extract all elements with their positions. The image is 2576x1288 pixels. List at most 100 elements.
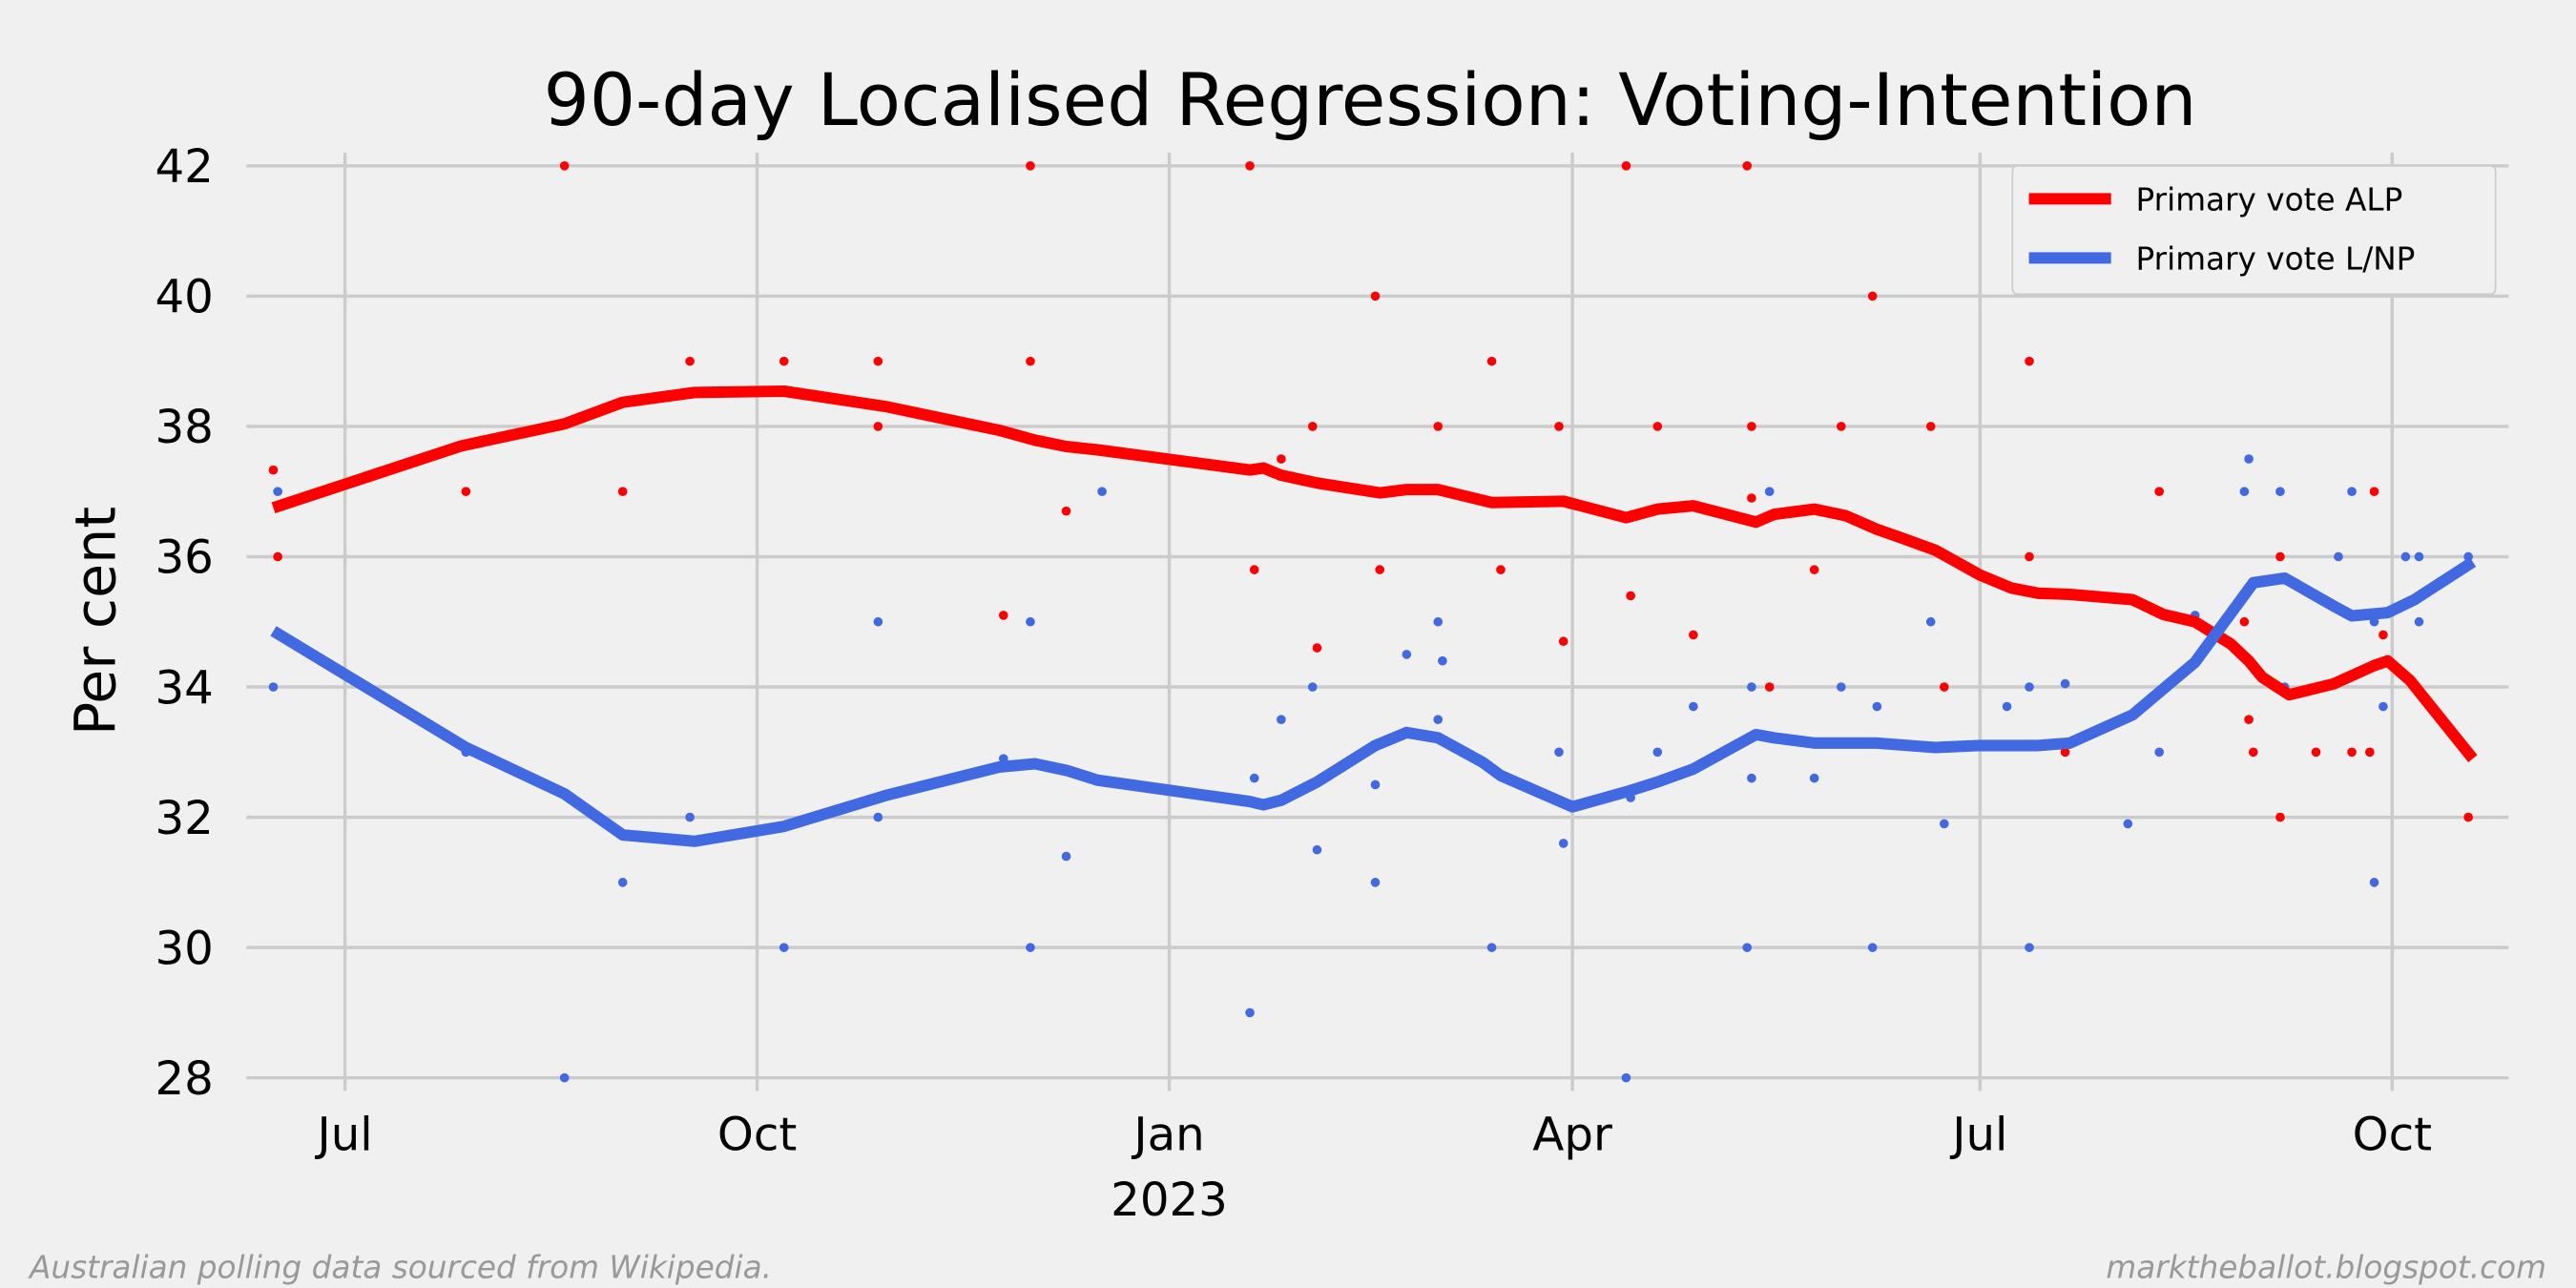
poll-point-lnp: [268, 682, 279, 692]
poll-point-lnp: [1652, 747, 1663, 758]
poll-point-alp: [1836, 422, 1846, 431]
poll-point-alp: [268, 465, 279, 475]
poll-point-lnp: [1836, 682, 1846, 692]
poll-point-alp: [1433, 422, 1444, 431]
poll-point-lnp: [2400, 551, 2411, 562]
poll-point-alp: [779, 356, 789, 366]
poll-point-lnp: [1558, 839, 1568, 848]
poll-point-lnp: [2002, 701, 2012, 712]
poll-point-alp: [2248, 747, 2258, 758]
poll-point-lnp: [1402, 650, 1412, 659]
trend-line-alp: [271, 384, 2478, 762]
poll-point-lnp: [779, 943, 789, 952]
poll-point-alp: [1061, 506, 1071, 516]
poll-point-alp: [1764, 682, 1775, 692]
legend-label-lnp: Primary vote L/NP: [2136, 240, 2416, 277]
poll-point-alp: [873, 422, 883, 431]
footer-source: Australian polling data sourced from Wik…: [28, 1250, 772, 1286]
poll-point-alp: [1026, 356, 1035, 366]
poll-point-lnp: [2025, 943, 2034, 952]
poll-point-alp: [873, 356, 883, 366]
poll-point-lnp: [2379, 701, 2388, 712]
x-tick-label: Jul: [1949, 1108, 2007, 1161]
poll-point-lnp: [1747, 773, 1756, 783]
poll-point-lnp: [1764, 487, 1775, 497]
poll-point-lnp: [1370, 779, 1381, 790]
poll-point-alp: [1486, 356, 1497, 366]
poll-point-lnp: [1370, 878, 1381, 887]
poll-point-lnp: [2414, 551, 2424, 562]
poll-point-alp: [461, 487, 471, 497]
poll-point-alp: [1307, 422, 1318, 431]
poll-point-alp: [2347, 747, 2357, 758]
poll-point-alp: [1026, 160, 1035, 171]
poll-point-alp: [2025, 356, 2034, 366]
x-tick-label: Jan: [1131, 1108, 1204, 1161]
poll-point-lnp: [559, 1072, 570, 1083]
poll-point-lnp: [1747, 682, 1756, 692]
poll-point-alp: [1689, 630, 1698, 640]
poll-point-lnp: [2334, 551, 2343, 562]
y-tick-label: 28: [156, 1052, 214, 1106]
trend-lines: [270, 384, 2478, 847]
y-tick-label: 40: [156, 271, 214, 324]
poll-points: [268, 160, 2473, 1083]
y-tick-label: 36: [156, 531, 214, 585]
y-tick-label: 32: [156, 792, 214, 845]
poll-point-alp: [2463, 812, 2473, 822]
poll-point-alp: [1277, 454, 1286, 464]
poll-point-alp: [2275, 551, 2285, 562]
poll-point-lnp: [2154, 747, 2164, 758]
y-tick-label: 34: [156, 661, 214, 715]
y-tick-label: 42: [156, 140, 214, 194]
poll-point-lnp: [1689, 701, 1698, 712]
x-tick-year-label: 2023: [1111, 1174, 1228, 1227]
legend-label-alp: Primary vote ALP: [2136, 181, 2403, 218]
poll-point-lnp: [1867, 943, 1878, 952]
poll-point-alp: [2060, 747, 2070, 758]
poll-point-lnp: [1307, 682, 1318, 692]
x-tick-label: Apr: [1532, 1108, 1612, 1161]
poll-point-alp: [1626, 591, 1635, 601]
poll-point-alp: [2365, 747, 2375, 758]
poll-point-alp: [1621, 160, 1631, 171]
y-tick-labels: 28 30 32 34 36 38 40 42: [156, 140, 214, 1106]
poll-point-lnp: [1433, 616, 1444, 627]
poll-point-lnp: [1277, 715, 1286, 724]
poll-point-lnp: [2275, 487, 2285, 497]
poll-point-alp: [1747, 493, 1756, 503]
poll-point-lnp: [873, 812, 883, 822]
poll-point-alp: [617, 487, 628, 497]
poll-point-lnp: [2060, 678, 2070, 689]
poll-point-alp: [2154, 487, 2164, 497]
poll-point-alp: [273, 551, 282, 562]
y-tick-label: 30: [156, 922, 214, 975]
poll-point-alp: [1558, 636, 1568, 647]
poll-point-lnp: [1486, 943, 1497, 952]
grid-lines: [246, 153, 2509, 1091]
poll-point-alp: [2239, 616, 2250, 627]
y-axis-label: Per cent: [64, 507, 129, 736]
poll-point-alp: [1370, 291, 1381, 301]
poll-point-alp: [2275, 812, 2285, 822]
poll-point-lnp: [1245, 1008, 1255, 1018]
x-tick-labels: Jul Oct Jan 2023 Apr Jul Oct: [315, 1108, 2432, 1227]
poll-point-alp: [1496, 565, 1506, 574]
poll-point-lnp: [873, 616, 883, 627]
poll-point-alp: [685, 356, 695, 366]
poll-point-lnp: [1026, 943, 1035, 952]
poll-point-lnp: [1925, 616, 1936, 627]
poll-point-alp: [2311, 747, 2321, 758]
poll-point-lnp: [1742, 943, 1753, 952]
poll-point-lnp: [2123, 819, 2133, 829]
x-tick-label: Jul: [315, 1108, 373, 1161]
trend-line-lnp: [270, 556, 2477, 847]
poll-point-lnp: [2347, 487, 2357, 497]
footer-site: marktheballot.blogspot.com: [2106, 1250, 2546, 1286]
poll-point-lnp: [1809, 773, 1819, 783]
poll-point-lnp: [1312, 844, 1322, 855]
poll-point-lnp: [2025, 682, 2034, 692]
y-tick-label: 38: [156, 401, 214, 454]
poll-point-alp: [1554, 422, 1564, 431]
